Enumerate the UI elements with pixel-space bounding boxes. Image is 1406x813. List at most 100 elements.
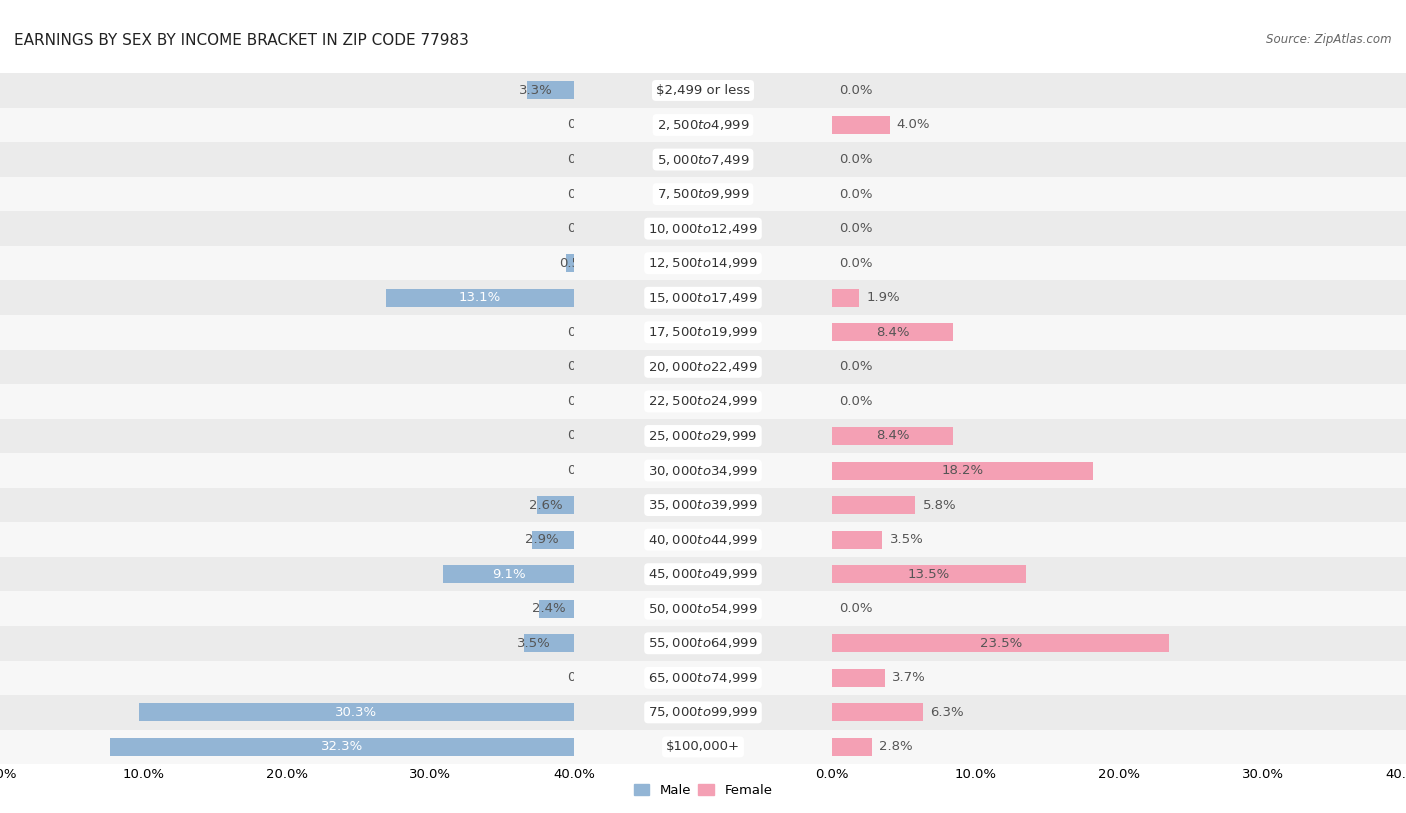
Bar	[0, 315, 1406, 350]
Bar	[0, 384, 1406, 419]
Bar	[0, 729, 1406, 764]
Legend: Male, Female: Male, Female	[628, 779, 778, 802]
Bar	[0, 280, 1406, 315]
Text: 0.0%: 0.0%	[839, 188, 873, 201]
Bar	[0, 142, 1406, 176]
Text: 0.0%: 0.0%	[839, 395, 873, 408]
Text: 0.0%: 0.0%	[567, 188, 600, 201]
Bar	[526, 81, 574, 99]
Bar	[0, 729, 1406, 764]
Text: 3.3%: 3.3%	[519, 84, 553, 97]
Bar	[0, 176, 1406, 211]
Bar	[567, 254, 574, 272]
Bar	[0, 280, 1406, 315]
Text: 23.5%: 23.5%	[980, 637, 1022, 650]
Bar	[0, 419, 1406, 453]
Bar	[0, 522, 1406, 557]
Bar	[0, 315, 1406, 350]
Text: 13.1%: 13.1%	[458, 291, 501, 304]
Bar	[832, 462, 1094, 480]
Bar	[0, 522, 1406, 557]
Text: $20,000 to $22,499: $20,000 to $22,499	[648, 360, 758, 374]
Bar	[0, 557, 1406, 591]
Bar	[832, 669, 886, 687]
Text: 9.1%: 9.1%	[492, 567, 526, 580]
Bar	[385, 289, 574, 307]
Text: $15,000 to $17,499: $15,000 to $17,499	[648, 291, 758, 305]
Bar	[0, 591, 1406, 626]
Bar	[0, 142, 1406, 176]
Text: 0.0%: 0.0%	[567, 672, 600, 685]
Bar	[0, 695, 1406, 729]
Text: 3.5%: 3.5%	[516, 637, 550, 650]
Text: 0.0%: 0.0%	[567, 429, 600, 442]
Bar	[0, 626, 1406, 660]
Bar	[0, 488, 1406, 522]
Bar	[0, 695, 1406, 729]
Text: $75,000 to $99,999: $75,000 to $99,999	[648, 706, 758, 720]
Bar	[832, 703, 922, 721]
Bar	[0, 419, 1406, 453]
Text: 8.4%: 8.4%	[876, 326, 910, 339]
Bar	[0, 626, 1406, 660]
Text: 0.0%: 0.0%	[839, 602, 873, 615]
Text: 0.0%: 0.0%	[839, 222, 873, 235]
Text: Source: ZipAtlas.com: Source: ZipAtlas.com	[1267, 33, 1392, 46]
Bar	[0, 280, 1406, 315]
Text: $25,000 to $29,999: $25,000 to $29,999	[648, 429, 758, 443]
Bar	[832, 289, 859, 307]
Bar	[0, 419, 1406, 453]
Bar	[0, 557, 1406, 591]
Text: 5.8%: 5.8%	[922, 498, 956, 511]
Bar	[832, 116, 890, 134]
Text: $10,000 to $12,499: $10,000 to $12,499	[648, 222, 758, 236]
Bar	[523, 634, 574, 652]
Bar	[0, 211, 1406, 246]
Text: $7,500 to $9,999: $7,500 to $9,999	[657, 187, 749, 201]
Text: $17,500 to $19,999: $17,500 to $19,999	[648, 325, 758, 339]
Bar	[111, 738, 574, 756]
Bar	[0, 246, 1406, 280]
Bar	[0, 488, 1406, 522]
Bar	[0, 107, 1406, 142]
Bar	[0, 315, 1406, 350]
Bar	[832, 496, 915, 514]
Text: EARNINGS BY SEX BY INCOME BRACKET IN ZIP CODE 77983: EARNINGS BY SEX BY INCOME BRACKET IN ZIP…	[14, 33, 470, 47]
Bar	[0, 246, 1406, 280]
Text: $5,000 to $7,499: $5,000 to $7,499	[657, 153, 749, 167]
Text: 2.9%: 2.9%	[524, 533, 558, 546]
Text: 0.0%: 0.0%	[839, 84, 873, 97]
Bar	[0, 453, 1406, 488]
Bar	[0, 488, 1406, 522]
Text: 3.5%: 3.5%	[890, 533, 924, 546]
Text: 0.0%: 0.0%	[839, 360, 873, 373]
Text: $12,500 to $14,999: $12,500 to $14,999	[648, 256, 758, 270]
Bar	[0, 626, 1406, 660]
Bar	[832, 427, 953, 445]
Text: 32.3%: 32.3%	[321, 741, 363, 754]
Bar	[443, 565, 574, 583]
Bar	[0, 660, 1406, 695]
Bar	[0, 73, 1406, 107]
Bar	[0, 176, 1406, 211]
Text: 0.0%: 0.0%	[567, 360, 600, 373]
Bar	[0, 591, 1406, 626]
Text: 0.0%: 0.0%	[567, 464, 600, 477]
Bar	[0, 591, 1406, 626]
Bar	[0, 384, 1406, 419]
Bar	[533, 531, 574, 549]
Text: $2,500 to $4,999: $2,500 to $4,999	[657, 118, 749, 132]
Text: 1.9%: 1.9%	[866, 291, 900, 304]
Text: $22,500 to $24,999: $22,500 to $24,999	[648, 394, 758, 408]
Bar	[0, 695, 1406, 729]
Bar	[0, 73, 1406, 107]
Bar	[832, 324, 953, 341]
Bar	[0, 660, 1406, 695]
Text: 8.4%: 8.4%	[876, 429, 910, 442]
Bar	[0, 453, 1406, 488]
Bar	[0, 660, 1406, 695]
Text: 0.0%: 0.0%	[839, 257, 873, 270]
Bar	[832, 531, 883, 549]
Text: 0.0%: 0.0%	[567, 153, 600, 166]
Bar	[0, 729, 1406, 764]
